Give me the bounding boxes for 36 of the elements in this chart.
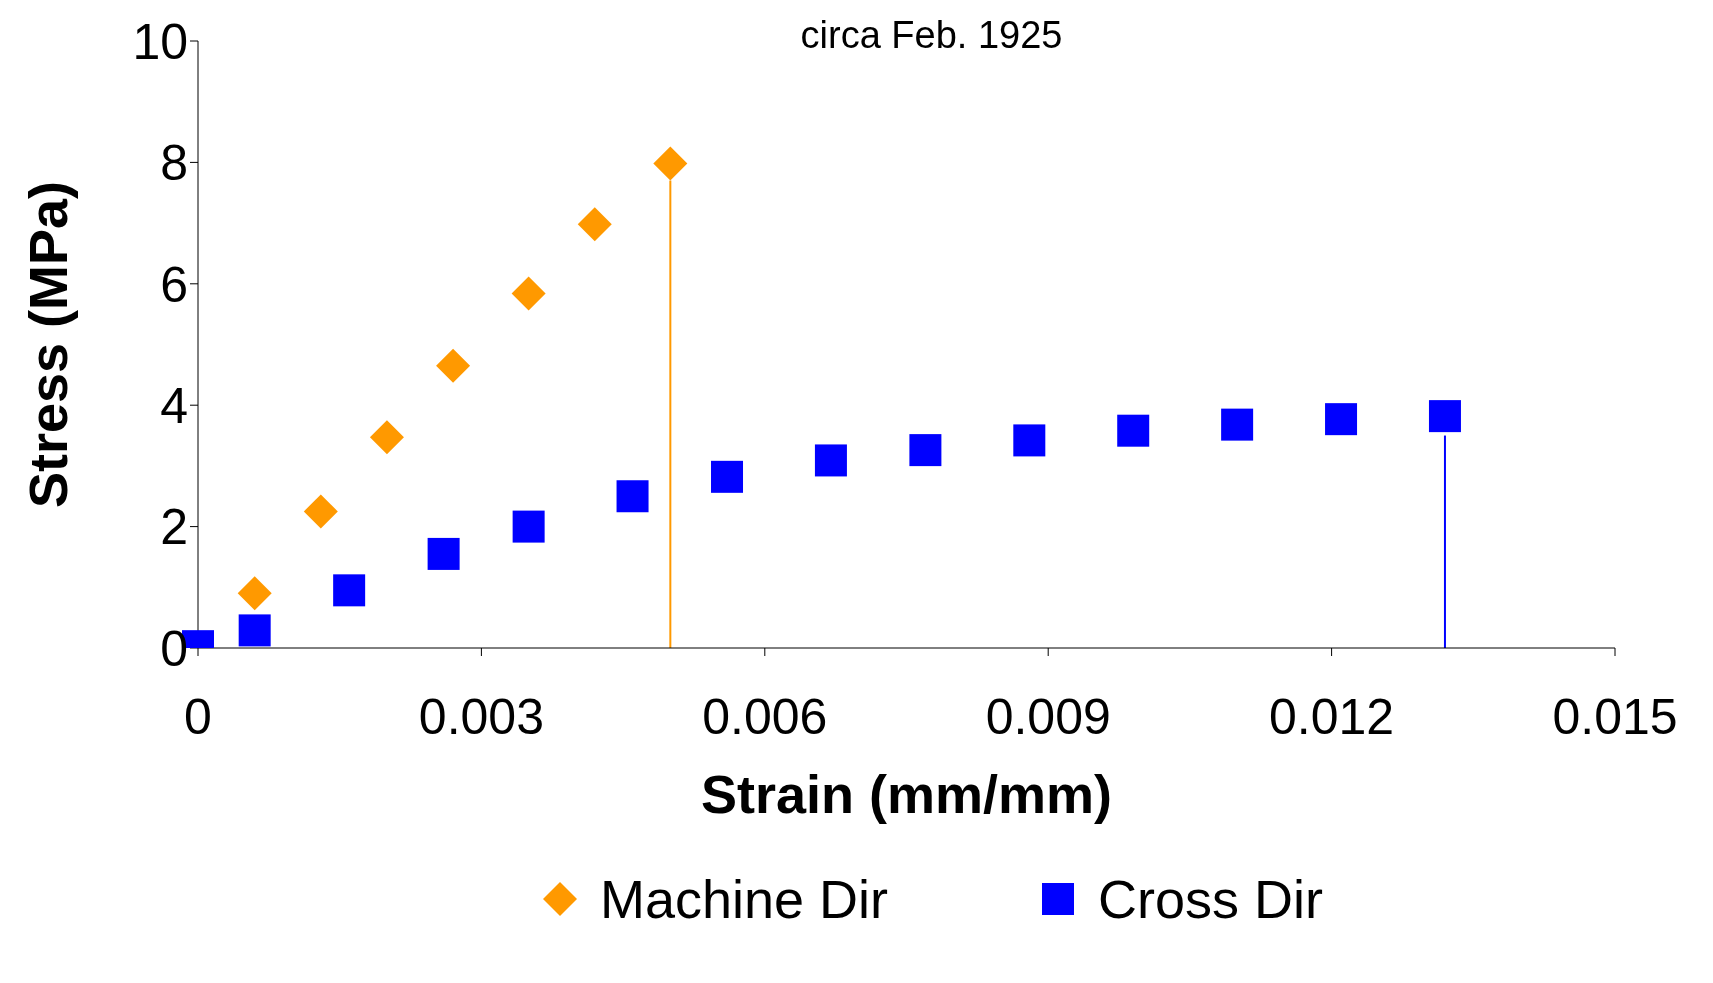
y-tick-label: 4 [160,377,188,434]
point [369,420,404,455]
point [616,480,649,513]
point [333,574,366,607]
y-axis-title: Stress (MPa) [18,180,79,509]
x-axis-title: Strain (mm/mm) [700,764,1113,824]
point [512,510,545,543]
point [577,207,612,242]
y-tick-label: 10 [132,13,188,70]
x-tick-label: 0.015 [1552,688,1678,745]
point [909,434,942,467]
x-tick-label: 0.006 [702,688,828,745]
point [1325,403,1358,436]
x-tick-label: 0.012 [1269,688,1395,745]
point [814,444,847,477]
point [711,460,744,493]
point [427,537,460,570]
chart-title: circa Feb. 1925 [800,14,1063,56]
x-tick-label: 0.003 [418,688,544,745]
y-tick-label: 0 [160,620,188,677]
y-tick-label: 8 [160,135,188,192]
point [237,576,272,611]
point [436,348,471,383]
point [511,276,546,311]
point [1428,400,1461,433]
point [1117,414,1150,447]
point [303,494,338,529]
point [238,614,271,647]
point [1013,424,1046,457]
legend-label: Cross Dir [1098,868,1324,930]
point [653,146,688,181]
x-tick-label: 0.009 [985,688,1111,745]
point [1221,408,1254,441]
legend-label: Machine Dir [599,868,889,930]
y-tick-label: 2 [160,499,188,556]
y-tick-label: 6 [160,256,188,313]
